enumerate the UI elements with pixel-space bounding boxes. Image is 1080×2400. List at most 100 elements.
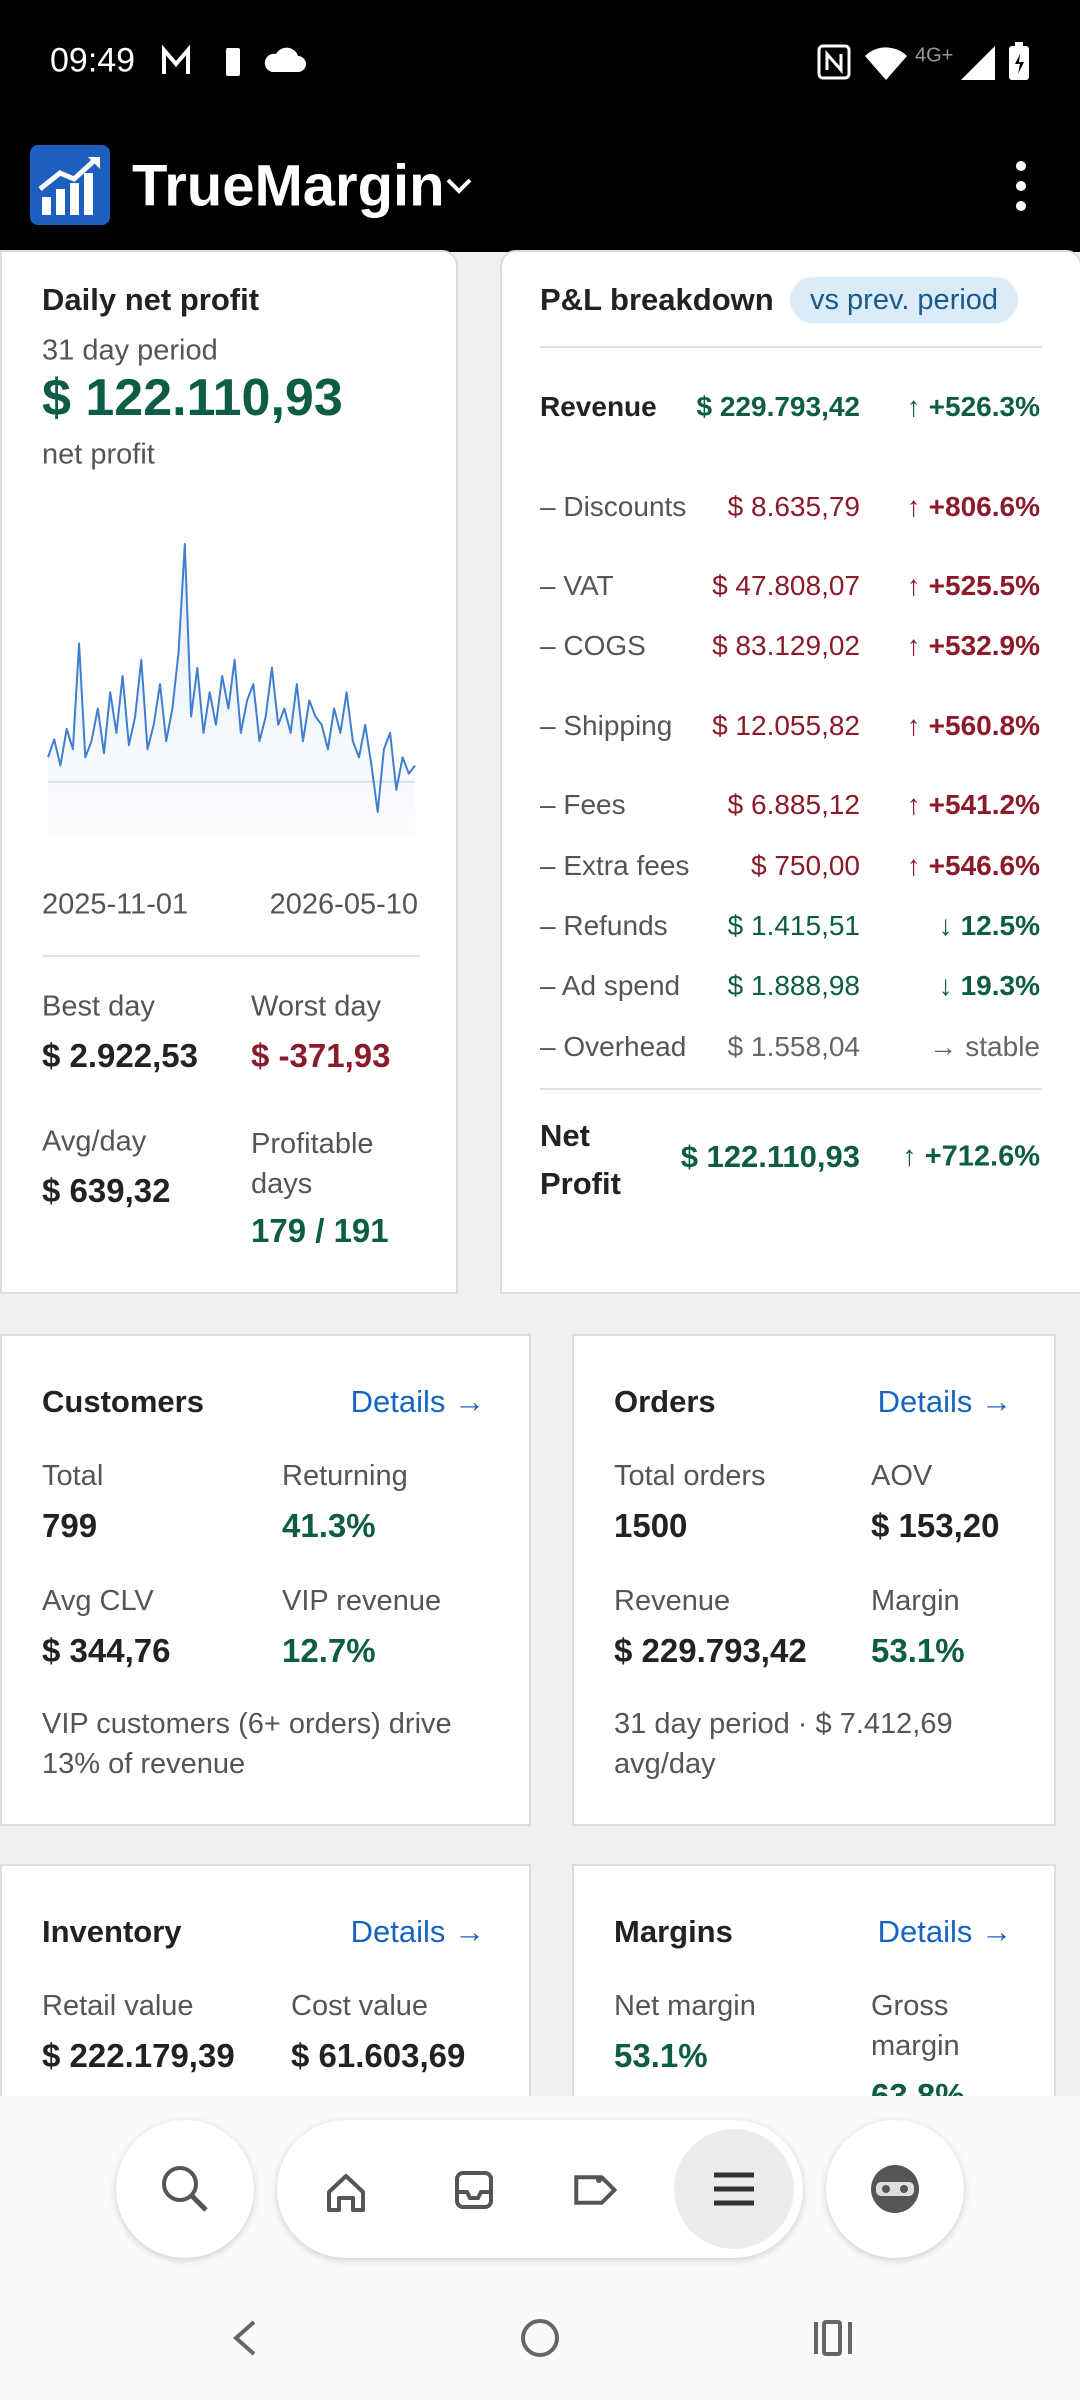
period: 31 day period [42,334,218,367]
divider [540,1088,1042,1090]
stat-value: $ -371,93 [251,1037,391,1074]
row-change: ↑ +806.6% [907,491,1040,523]
net-profit-value: $ 122.110,93 [42,369,343,427]
nav-icons [327,2129,794,2249]
row-value: $ 1.558,04 [727,1031,860,1062]
daily-profit-card: Daily net profit 31 day period $ 122.110… [0,250,458,1294]
row-label: – COGS [540,630,646,661]
overflow-menu[interactable] [1006,158,1036,214]
row-change: ↑ +546.6% [907,850,1040,882]
row-value: $ 83.129,02 [712,630,860,661]
home-button[interactable] [521,2319,559,2357]
stat-value: 53.1% [614,2037,708,2074]
stat-value: 799 [42,1507,98,1544]
trend-arrow: ↓ [938,970,953,1001]
stat-label: Avg CLV [42,1585,154,1617]
trend-arrow: ↑ [906,789,921,820]
trend-arrow: → [929,1031,958,1062]
stat-value: $ 639,32 [42,1172,171,1209]
trend-arrow: ↑ [906,570,921,601]
net-label: Net Profit [540,1118,621,1201]
row-change: ↓ 12.5% [939,910,1040,942]
top-bar: 09:49 4G+ TrueMargin [0,0,1080,252]
customers-card: Customers Details → Total 799 Returning 41.3%… [0,1334,531,1826]
row-label: – Extra fees [540,850,690,881]
stat-value: 1500 [614,1507,688,1544]
card-footer: 31 day period · $ 7.412,69 avg/day [614,1708,953,1780]
trend-arrow: ↑ [906,391,921,422]
card-title: P&L breakdown [540,282,774,317]
row-change: ↑ +525.5% [907,570,1040,602]
profile-button[interactable] [826,2120,964,2258]
row-change: ↑ +532.9% [907,630,1040,662]
change-value: 19.3% [960,970,1040,1001]
row-label: – Ad spend [540,970,681,1001]
stat-label: Best day [42,990,155,1023]
card-title: Orders [614,1384,716,1419]
stat-value: $ 344,76 [42,1632,171,1669]
stat-label: Margin [871,1585,960,1617]
stat-label: Worst day [251,990,382,1023]
caption: net profit [42,438,155,471]
sparkline-line [47,543,416,813]
trend-arrow: ↑ [906,491,921,522]
trend-arrow: ↑ [906,850,921,881]
divider [540,346,1042,348]
row-value: $ 750,00 [751,850,860,881]
stat-label: Retail value [42,1990,194,2022]
row-label: – Shipping [540,710,673,741]
stat-value: $ 2.922,53 [42,1037,198,1074]
details-link[interactable]: Details → [350,1914,485,1949]
trend-arrow: ↑ [906,710,921,741]
stat-value: 179 / 191 [251,1212,389,1249]
change-value: +546.6% [928,850,1040,881]
row-change: ↑ +560.8% [907,710,1040,742]
row-change: ↑ +526.3% [907,391,1040,423]
app-title-dropdown[interactable] [444,176,474,196]
stat-label: Avg/day [42,1125,147,1158]
trend-arrow: ↑ [906,630,921,661]
x-label: 2026-05-10 [269,888,418,921]
change-value: +526.3% [928,391,1040,422]
stat-label: Gross margin [871,1990,960,2062]
nav-pill [277,2120,803,2258]
app-logo[interactable] [30,145,110,225]
change-value: +806.6% [928,491,1040,522]
details-link[interactable]: Details → [877,1384,1012,1419]
details-link[interactable]: Details → [350,1384,485,1419]
battery-icon [1009,42,1029,80]
stat-label: Total orders [614,1460,766,1492]
app-title[interactable]: TrueMargin [132,153,445,219]
recents-button[interactable] [814,2320,852,2356]
row-label: – Overhead [540,1031,687,1062]
stat-value: 41.3% [282,1507,376,1544]
pl-card: P&L breakdown vs prev. period Revenue $ 2… [500,250,1080,1294]
change-value: 12.5% [960,910,1040,941]
change-value: stable [965,1031,1040,1062]
stat-label: Cost value [291,1990,429,2022]
row-change: ↓ 19.3% [939,970,1040,1002]
row-value: $ 1.888,98 [727,970,860,1001]
card-title: Customers [42,1384,204,1419]
status-network: 4G+ [915,44,954,67]
row-change: ↑ +541.2% [907,789,1040,821]
stat-label: Total [42,1460,104,1492]
x-label: 2025-11-01 [42,888,189,921]
row-value: $ 12.055,82 [712,710,860,741]
sparkline [47,543,416,834]
badge[interactable]: vs prev. period [790,277,1019,323]
details-link[interactable]: Details → [877,1914,1012,1949]
search-button[interactable] [116,2120,254,2258]
stat-label: Returning [282,1460,408,1492]
change-value: +525.5% [928,570,1040,601]
stat-value: 53.1% [871,1632,965,1669]
row-value: $ 1.415,51 [727,910,860,941]
card-title: Daily net profit [42,282,260,317]
row-label: – Fees [540,789,626,820]
orders-card: Orders Details → Total orders 1500 AOV $ 153,… [572,1334,1056,1826]
row-label: – VAT [540,570,614,601]
stat-label: Net margin [614,1990,756,2022]
divider [42,955,420,957]
back-button[interactable] [232,2320,256,2356]
stat-label: Profitable days [251,1128,374,1200]
